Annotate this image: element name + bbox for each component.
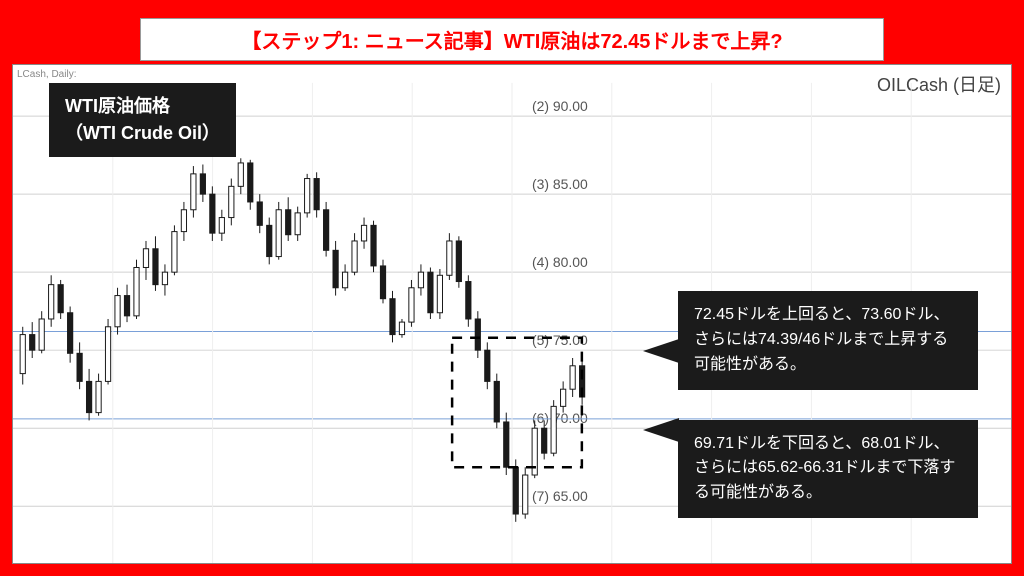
svg-text:(6) 70.00: (6) 70.00	[532, 410, 588, 426]
annotation-upper: 72.45ドルを上回ると、73.60ドル、さらには74.39/46ドルまで上昇す…	[678, 291, 978, 389]
svg-text:(2) 90.00: (2) 90.00	[532, 98, 588, 114]
overlay-title-line2: （WTI Crude Oil）	[65, 123, 220, 143]
svg-text:(3) 85.00: (3) 85.00	[532, 176, 588, 192]
svg-text:(7) 65.00: (7) 65.00	[532, 488, 588, 504]
svg-text:(5) 75.00: (5) 75.00	[532, 332, 588, 348]
arrow-lower-icon	[643, 418, 679, 442]
arrow-upper-icon	[643, 339, 679, 363]
chart-overlay-title: WTI原油価格 （WTI Crude Oil）	[49, 83, 236, 157]
overlay-title-line1: WTI原油価格	[65, 96, 170, 116]
annotation-lower: 69.71ドルを下回ると、68.01ドル、さらには65.62-66.31ドルまで…	[678, 420, 978, 518]
svg-text:(4) 80.00: (4) 80.00	[532, 254, 588, 270]
header-title: 【ステップ1: ニュース記事】WTI原油は72.45ドルまで上昇?	[140, 18, 884, 61]
chart-panel: LCash, Daily: OILCash (日足) (2) 90.00(3) …	[12, 64, 1012, 564]
